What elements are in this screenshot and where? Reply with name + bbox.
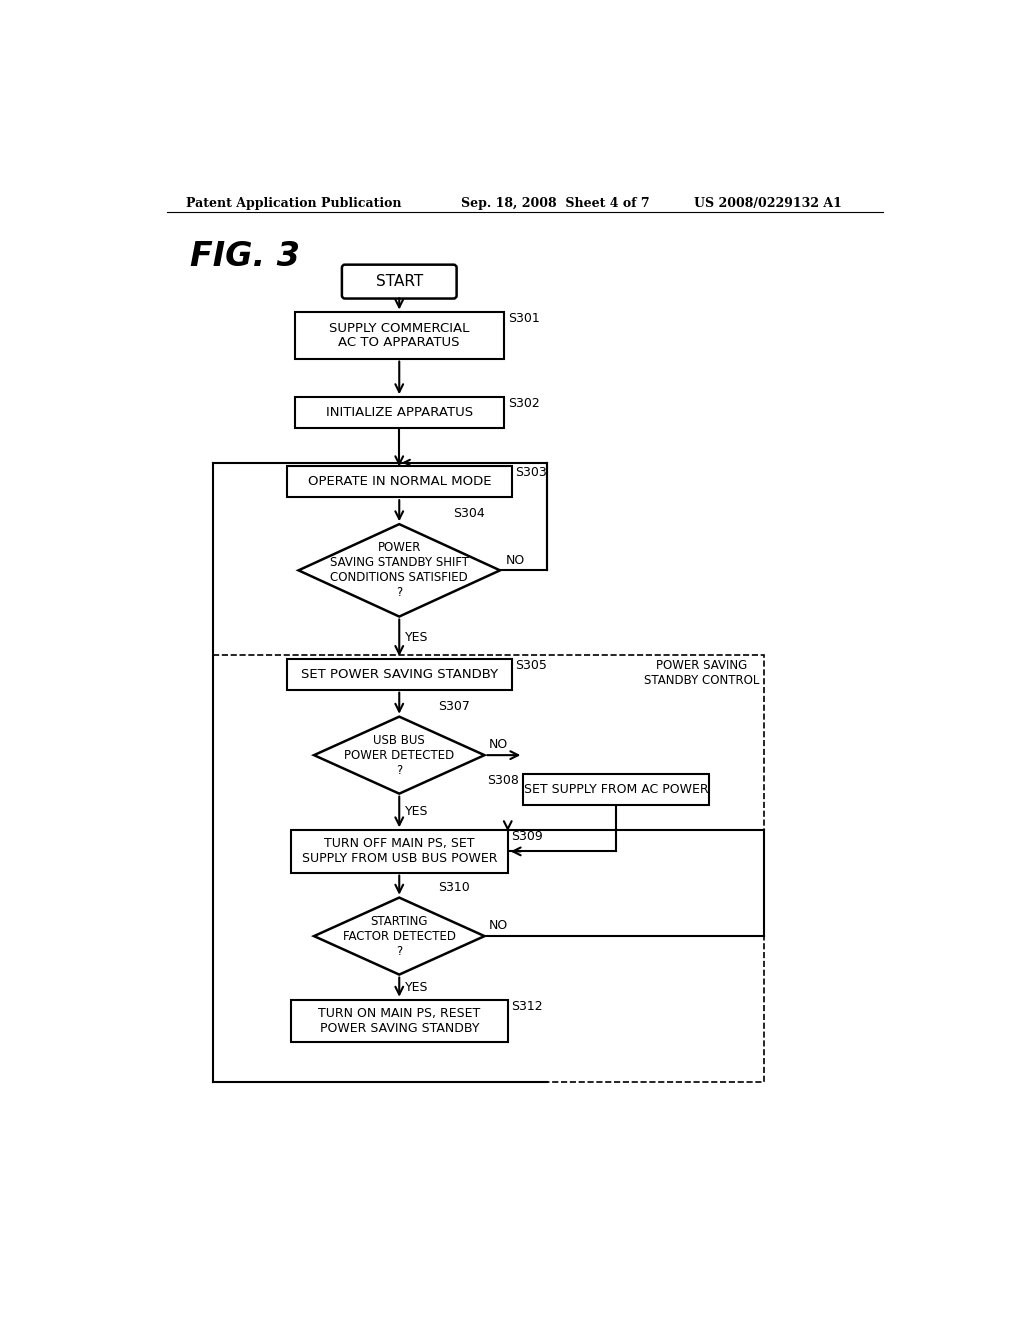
Text: Sep. 18, 2008  Sheet 4 of 7: Sep. 18, 2008 Sheet 4 of 7	[461, 197, 650, 210]
Text: NO: NO	[488, 738, 508, 751]
Text: TURN ON MAIN PS, RESET
POWER SAVING STANDBY: TURN ON MAIN PS, RESET POWER SAVING STAN…	[318, 1007, 480, 1035]
Text: Patent Application Publication: Patent Application Publication	[186, 197, 401, 210]
Text: YES: YES	[406, 805, 429, 818]
FancyBboxPatch shape	[342, 264, 457, 298]
Text: STARTING
FACTOR DETECTED
?: STARTING FACTOR DETECTED ?	[343, 915, 456, 957]
Text: S304: S304	[454, 507, 485, 520]
Text: POWER SAVING
STANDBY CONTROL: POWER SAVING STANDBY CONTROL	[644, 659, 760, 686]
Text: S307: S307	[438, 700, 470, 713]
Text: S302: S302	[508, 397, 540, 411]
Bar	[287, 466, 512, 498]
Bar	[213, 655, 764, 1082]
Text: USB BUS
POWER DETECTED
?: USB BUS POWER DETECTED ?	[344, 734, 455, 776]
Text: POWER
SAVING STANDBY SHIFT
CONDITIONS SATISFIED
?: POWER SAVING STANDBY SHIFT CONDITIONS SA…	[330, 541, 469, 599]
Bar	[295, 313, 504, 359]
Polygon shape	[314, 898, 484, 974]
Bar	[291, 830, 508, 873]
Text: S305: S305	[515, 659, 548, 672]
Text: S301: S301	[508, 313, 540, 326]
Text: YES: YES	[406, 631, 429, 644]
Text: SET SUPPLY FROM AC POWER: SET SUPPLY FROM AC POWER	[524, 783, 709, 796]
Bar	[291, 999, 508, 1041]
Text: SET POWER SAVING STANDBY: SET POWER SAVING STANDBY	[301, 668, 498, 681]
Text: S310: S310	[438, 880, 470, 894]
Text: S308: S308	[487, 775, 519, 788]
Text: NO: NO	[488, 919, 508, 932]
Text: NO: NO	[506, 553, 525, 566]
Bar	[523, 775, 710, 805]
Text: S309: S309	[512, 830, 544, 843]
Polygon shape	[299, 524, 500, 616]
Text: INITIALIZE APPARATUS: INITIALIZE APPARATUS	[326, 407, 473, 418]
Text: TURN OFF MAIN PS, SET
SUPPLY FROM USB BUS POWER: TURN OFF MAIN PS, SET SUPPLY FROM USB BU…	[301, 837, 497, 866]
Bar	[287, 659, 512, 689]
Text: S303: S303	[515, 466, 547, 479]
Text: YES: YES	[406, 981, 429, 994]
Text: START: START	[376, 275, 423, 289]
Polygon shape	[314, 717, 484, 793]
Text: S312: S312	[512, 999, 544, 1012]
Text: US 2008/0229132 A1: US 2008/0229132 A1	[693, 197, 842, 210]
Bar	[295, 397, 504, 428]
Text: OPERATE IN NORMAL MODE: OPERATE IN NORMAL MODE	[307, 475, 490, 488]
Text: FIG. 3: FIG. 3	[190, 240, 300, 273]
Text: SUPPLY COMMERCIAL
AC TO APPARATUS: SUPPLY COMMERCIAL AC TO APPARATUS	[329, 322, 469, 350]
